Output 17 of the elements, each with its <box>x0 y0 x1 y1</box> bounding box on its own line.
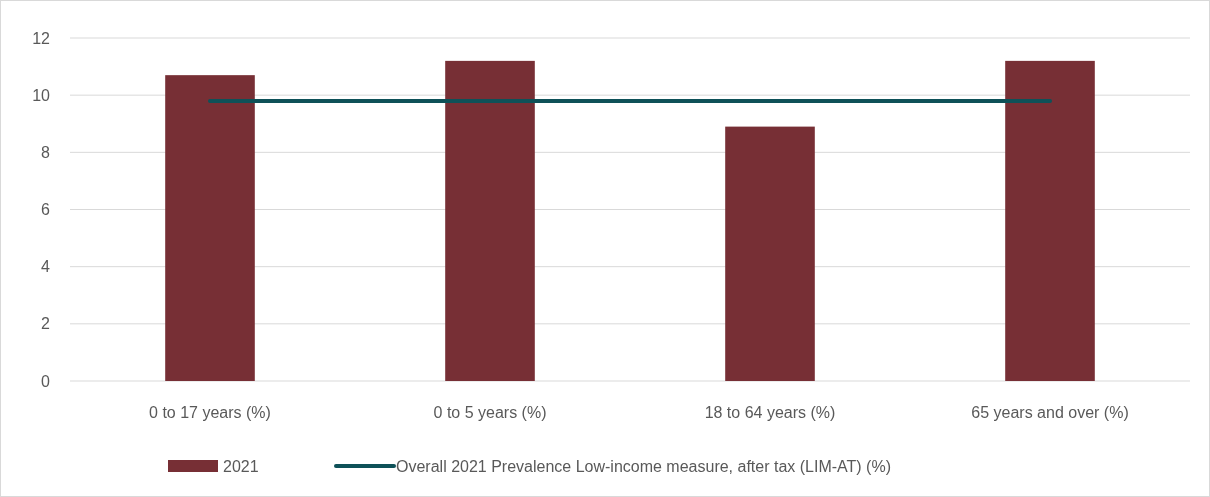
y-tick-label: 8 <box>41 143 51 161</box>
legend-label: 2021 <box>223 457 259 475</box>
x-tick-label: 0 to 5 years (%) <box>433 403 547 421</box>
x-tick-label: 0 to 17 years (%) <box>149 403 271 421</box>
y-tick-label: 12 <box>32 29 51 47</box>
x-tick-label: 65 years and over (%) <box>971 403 1129 421</box>
bar <box>1005 60 1095 381</box>
x-tick-label: 18 to 64 years (%) <box>704 403 836 421</box>
y-tick-label: 4 <box>41 258 51 276</box>
y-tick-label: 0 <box>41 372 51 390</box>
y-tick-label: 6 <box>41 201 51 219</box>
bar <box>445 60 535 381</box>
bar <box>725 126 815 381</box>
bar <box>165 75 255 381</box>
y-tick-label: 2 <box>41 315 51 333</box>
legend-label: Overall 2021 Prevalence Low-income measure, after tax (LIM-AT) (%) <box>396 457 891 475</box>
y-tick-label: 10 <box>32 86 51 104</box>
